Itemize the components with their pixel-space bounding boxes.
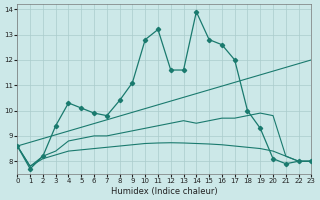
X-axis label: Humidex (Indice chaleur): Humidex (Indice chaleur) [111, 187, 218, 196]
